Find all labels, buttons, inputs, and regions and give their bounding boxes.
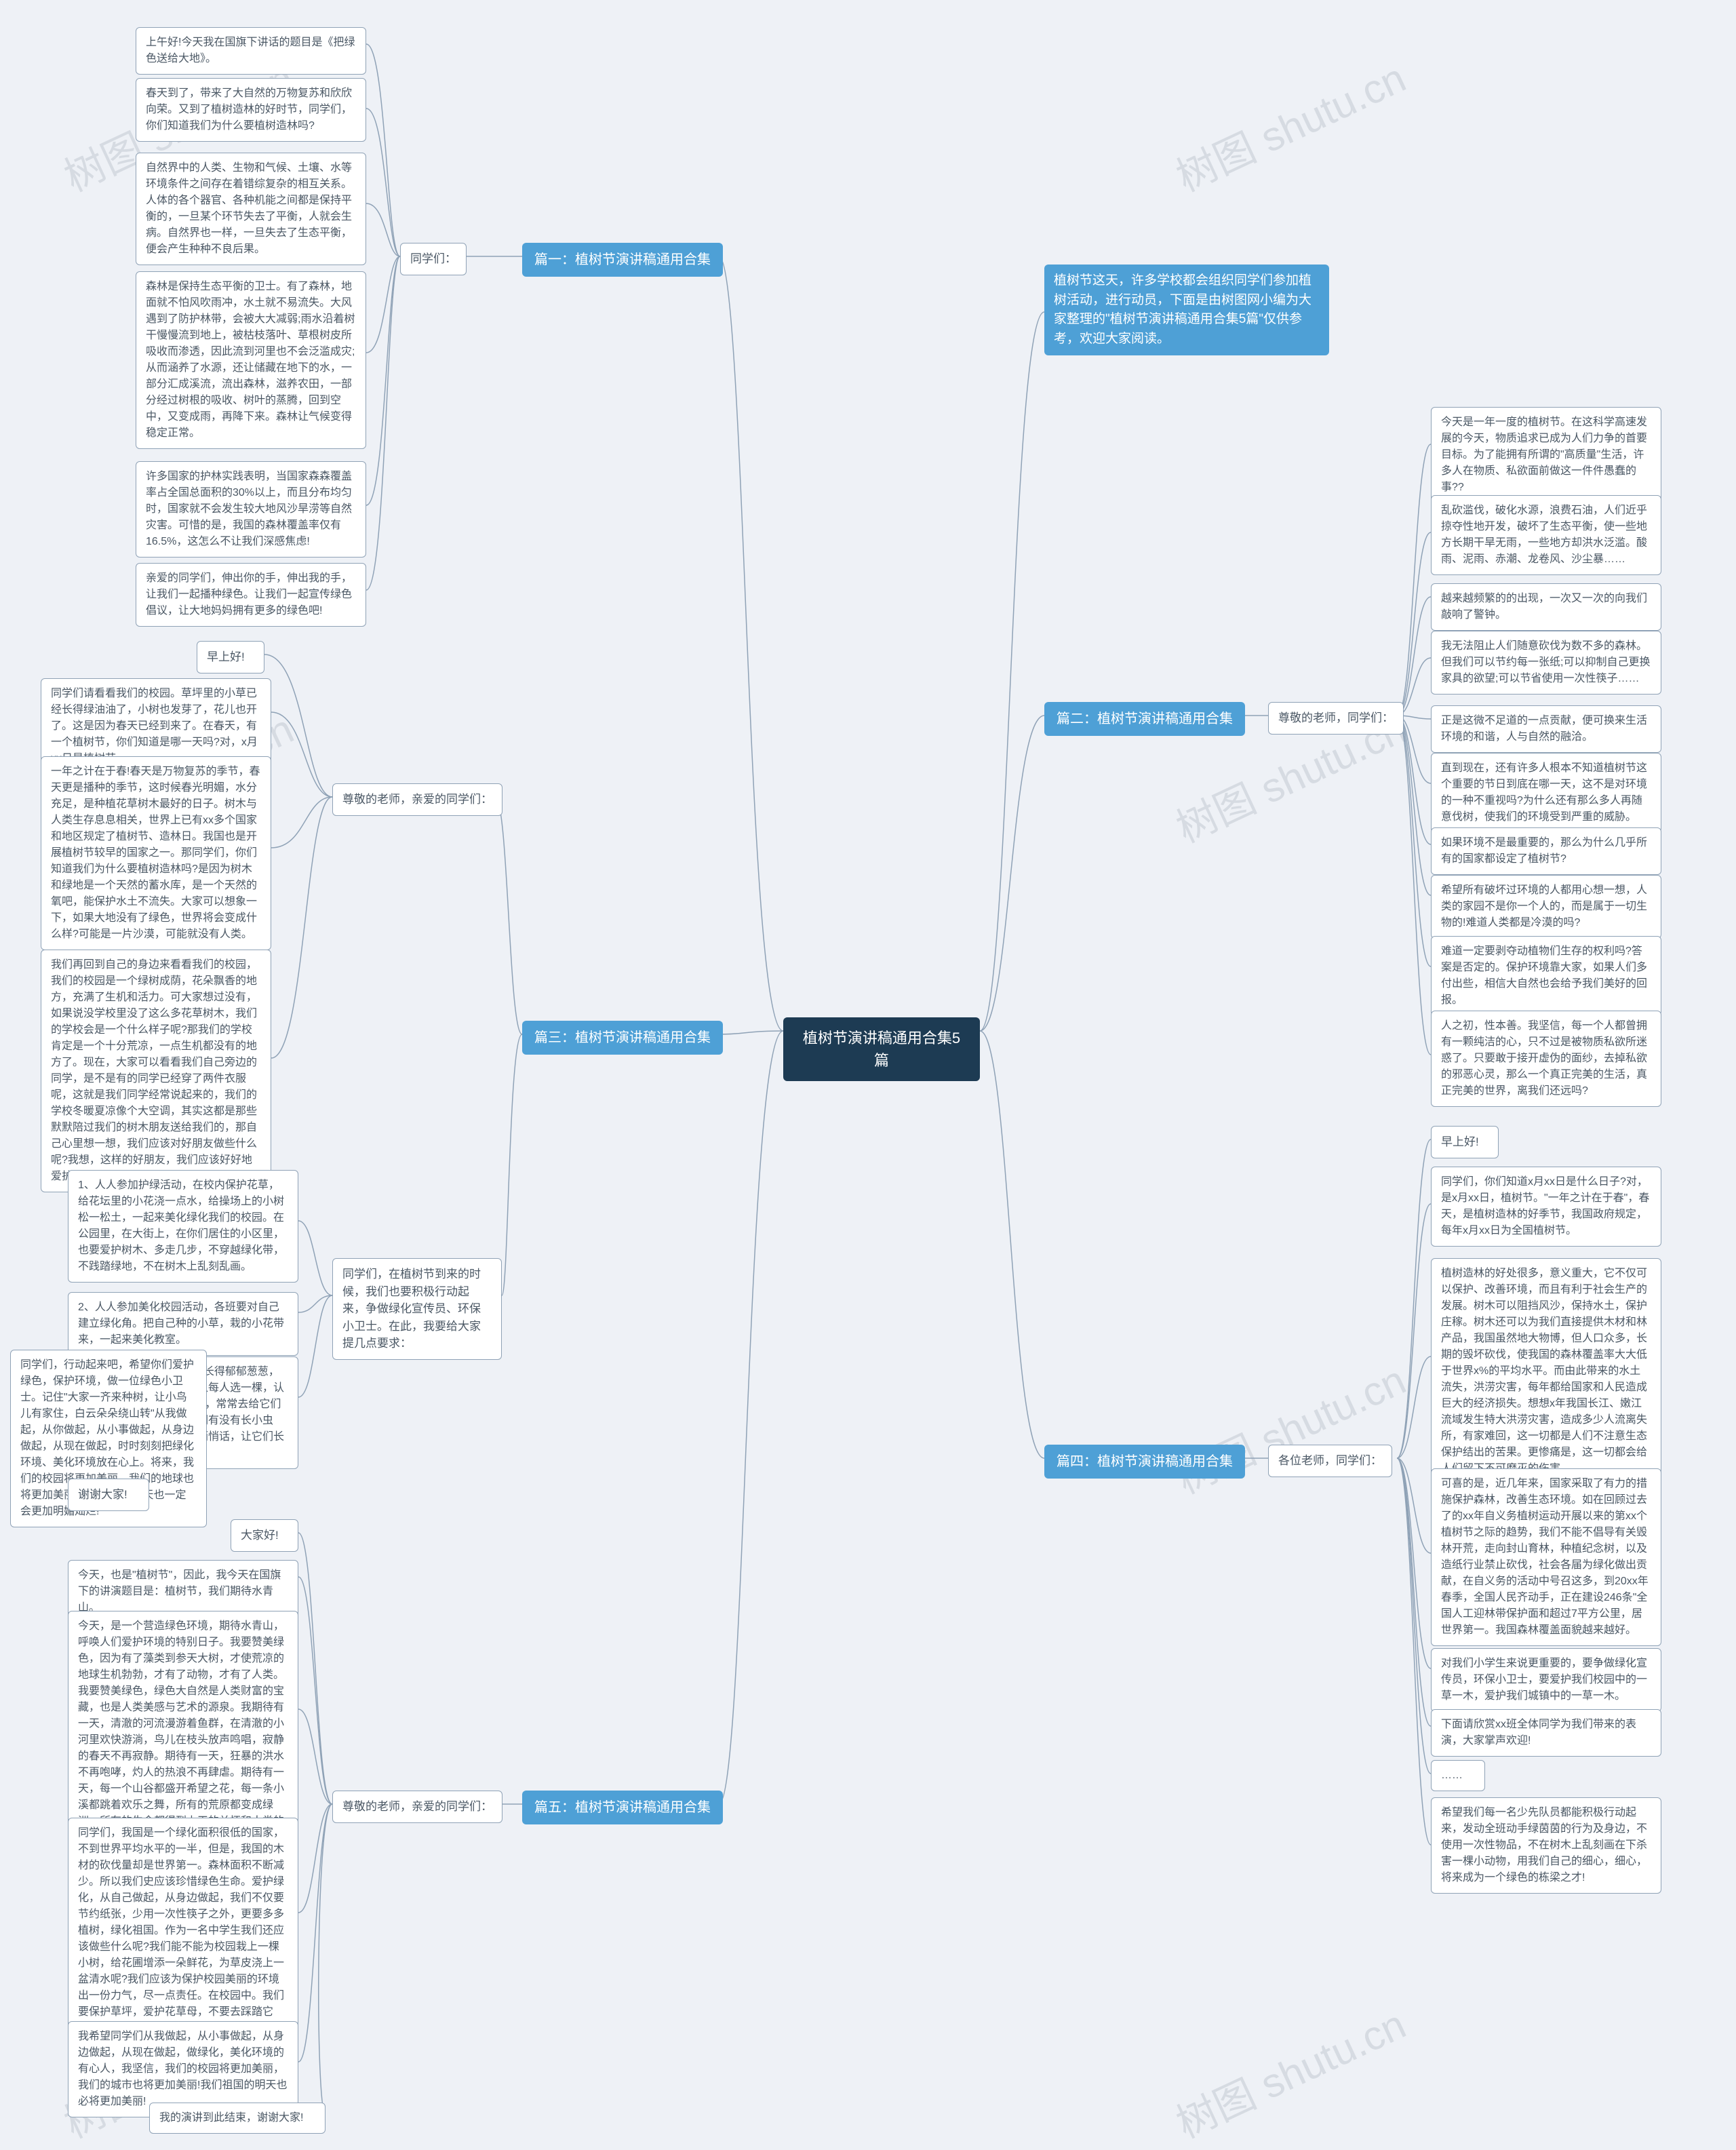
b3-s1-leaf-2: 我们再回到自己的身边来看看我们的校园，我们的校园是一个绿树成荫，花朵飘香的地方，… (41, 950, 271, 1192)
branch-1: 篇一：植树节演讲稿通用合集 (522, 243, 723, 277)
intro-node: 植树节这天，许多学校都会组织同学们参加植树活动，进行动员，下面是由树图网小编为大… (1044, 265, 1329, 355)
b4-leaf-0: 同学们，你们知道x月xx日是什么日子?对，是x月xx日，植树节。"一年之计在于春… (1431, 1167, 1661, 1247)
branch-4-sub: 各位老师，同学们： (1268, 1445, 1392, 1477)
b2-leaf-9: 人之初，性本善。我坚信，每一个人都曾拥有一颗纯洁的心，只不过是被物质私欲所迷惑了… (1431, 1011, 1661, 1107)
b3-sub2: 同学们，在植树节到来的时候，我们也要积极行动起来，争做绿化宣传员、环保小卫士。在… (332, 1258, 502, 1360)
b3-closing2: 谢谢大家! (68, 1479, 149, 1511)
root-node: 植树节演讲稿通用合集5篇 (783, 1017, 980, 1081)
b5-leaf-4: 我的演讲到此结束，谢谢大家! (149, 2103, 326, 2134)
b3-s2-leaf-1: 2、人人参加美化校园活动，各班要对自己建立绿化角。把自己种的小草，栽的小花带来，… (68, 1292, 298, 1356)
b1-leaf-1: 春天到了，带来了大自然的万物复苏和欣欣向荣。又到了植树造林的好时节，同学们，你们… (136, 78, 366, 142)
branch-1-sub: 同学们： (400, 243, 467, 275)
b2-leaf-4: 正是这微不足道的一点贡献，便可换来生活环境的和谐，人与自然的融洽。 (1431, 705, 1661, 753)
b2-leaf-3: 我无法阻止人们随意砍伐为数不多的森林。但我们可以节约每一张纸;可以抑制自己更换家… (1431, 631, 1661, 695)
b1-leaf-3: 森林是保持生态平衡的卫士。有了森林，地面就不怕风吹雨冲，水土就不易流失。大风遇到… (136, 271, 366, 449)
b4-leaf-4: 下面请欣赏xx班全体同学为我们带来的表演，大家掌声欢迎! (1431, 1709, 1661, 1757)
b5-pre: 大家好! (231, 1519, 298, 1552)
b4-leaf-5: …… (1431, 1760, 1485, 1791)
branch-2-sub: 尊敬的老师，同学们： (1268, 702, 1404, 735)
b1-leaf-4: 许多国家的护林实践表明，当国家森森覆盖率占全国总面积的30%以上，而且分布均匀时… (136, 461, 366, 558)
b4-leaf-2: 可喜的是，近几年来，国家采取了有力的措施保护森林，改善生态环境。如在回顾过去了的… (1431, 1468, 1661, 1646)
b1-leaf-0: 上午好!今天我在国旗下讲话的题目是《把绿色送给大地》。 (136, 27, 366, 75)
branch-3: 篇三：植树节演讲稿通用合集 (522, 1021, 723, 1055)
branch-5: 篇五：植树节演讲稿通用合集 (522, 1791, 723, 1824)
b1-leaf-2: 自然界中的人类、生物和气候、土壤、水等环境条件之间存在着错综复杂的相互关系。人体… (136, 153, 366, 265)
b1-leaf-5: 亲爱的同学们，伸出你的手，伸出我的手，让我们一起播种绿色。让我们一起宣传绿色倡议… (136, 563, 366, 627)
branch-5-sub: 尊敬的老师，亲爱的同学们： (332, 1791, 502, 1823)
b2-leaf-1: 乱砍滥伐，破化水源，浪费石油，人们近乎掠夺性地开发，破坏了生态平衡，使一些地方长… (1431, 495, 1661, 575)
b5-leaf-2: 同学们，我国是一个绿化面积很低的国家，不到世界平均水平的一半，但是，我国的木材的… (68, 1818, 298, 2044)
b3-s1-leaf-1: 一年之计在于春!春天是万物复苏的季节，春天更是播种的季节，这时候春光明媚，水分充… (41, 756, 271, 950)
b4-pre: 早上好! (1431, 1126, 1499, 1158)
b4-leaf-1: 植树造林的好处很多，意义重大，它不仅可以保护、改善环境，而且有利于社会生产的发展… (1431, 1258, 1661, 1485)
b3-sub1: 尊敬的老师，亲爱的同学们： (332, 783, 502, 816)
b2-leaf-6: 如果环境不是最重要的，那么为什么几乎所有的国家都设定了植树节? (1431, 827, 1661, 875)
branch-2: 篇二：植树节演讲稿通用合集 (1044, 702, 1245, 736)
b4-leaf-6: 希望我们每一名少先队员都能积极行动起来，发动全班动手绿茵茵的行为及身边，不使用一… (1431, 1797, 1661, 1894)
b2-leaf-8: 难道一定要剥夺动植物们生存的权利吗?答案是否定的。保护环境靠大家，如果人们多付出… (1431, 936, 1661, 1016)
b3-s2-leaf-0: 1、人人参加护绿活动，在校内保护花草，给花坛里的小花浇一点水，给操场上的小树松一… (68, 1170, 298, 1283)
b2-leaf-7: 希望所有破坏过环境的人都用心想一想，人类的家园不是你一个人的，而是属于一切生物的… (1431, 875, 1661, 939)
branch-4: 篇四：植树节演讲稿通用合集 (1044, 1445, 1245, 1479)
b2-leaf-2: 越来越频繁的的出现，一次又一次的向我们敲响了警钟。 (1431, 583, 1661, 631)
b3-sub1-pre: 早上好! (197, 641, 264, 673)
watermark: 树图 shutu.cn (1166, 1348, 1414, 1505)
b4-leaf-3: 对我们小学生来说更重要的，要争做绿化宣传员，环保小卫士，要爱护我们校园中的一草一… (1431, 1648, 1661, 1712)
b2-leaf-0: 今天是一年一度的植树节。在这科学高速发展的今天，物质追求已成为人们力争的首要目标… (1431, 407, 1661, 503)
b2-leaf-5: 直到现在，还有许多人根本不知道植树节这个重要的节日到底在哪一天，这不是对环境的一… (1431, 753, 1661, 833)
watermark: 树图 shutu.cn (1166, 45, 1414, 203)
